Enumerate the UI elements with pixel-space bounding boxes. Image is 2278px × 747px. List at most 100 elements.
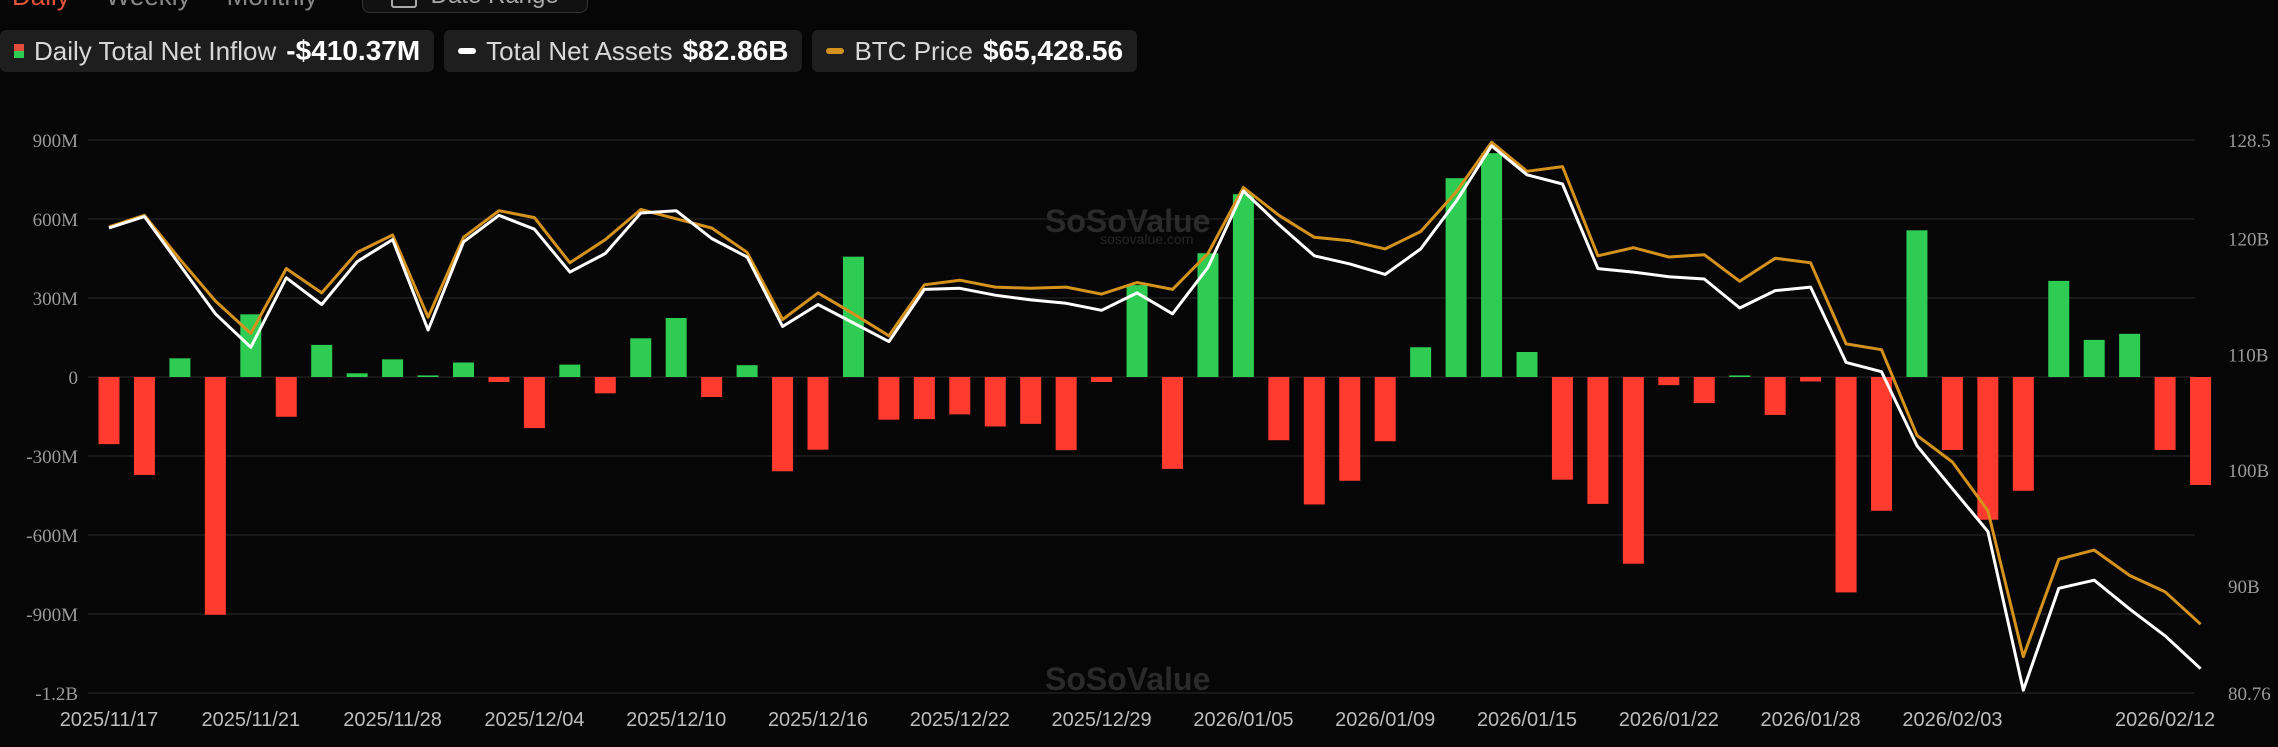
inflow-bar[interactable] — [169, 358, 191, 377]
inflow-bar[interactable] — [1941, 377, 1963, 450]
x-tick-label: 2026/01/22 — [1619, 709, 1719, 731]
inflow-bar[interactable] — [984, 377, 1006, 427]
right-tick-label: 128.5 — [2228, 131, 2271, 152]
inflow-bar[interactable] — [878, 377, 900, 420]
inflow-bar[interactable] — [772, 377, 794, 472]
inflow-bar[interactable] — [1020, 377, 1042, 424]
inflow-bar[interactable] — [453, 362, 474, 377]
inflow-bar[interactable] — [807, 377, 829, 450]
btc-price-line[interactable] — [108, 140, 2202, 659]
y-tick-label: -300M — [26, 447, 78, 468]
inflow-bar[interactable] — [523, 377, 545, 429]
inflow-bar[interactable] — [1162, 377, 1183, 469]
inflow-bar[interactable] — [594, 377, 616, 394]
inflow-bar[interactable] — [2119, 333, 2141, 377]
inflow-bar[interactable] — [949, 377, 971, 415]
inflow-bar[interactable] — [701, 377, 723, 398]
inflow-bar[interactable] — [559, 364, 581, 377]
tab-daily[interactable]: Daily — [0, 0, 82, 12]
date-range-label: Date Range — [431, 0, 559, 10]
inflow-bar[interactable] — [1871, 377, 1892, 511]
inflow-bar[interactable] — [736, 365, 758, 377]
watermark-top-url: sosovalue.com — [1100, 231, 1193, 247]
watermark-top: SoSoValue — [1045, 203, 1210, 239]
inflow-bar[interactable] — [1197, 253, 1219, 377]
total-net-assets-line[interactable] — [108, 144, 2202, 692]
btc-label: BTC Price — [854, 35, 973, 66]
x-tick-label: 2026/02/03 — [1902, 709, 2002, 731]
inflow-bar[interactable] — [133, 377, 155, 475]
inflow-bar[interactable] — [842, 256, 864, 377]
inflow-bar[interactable] — [1977, 377, 1999, 520]
y-axis-right: 128.5 120B 110B 100B 90B 80.76 — [2228, 131, 2271, 705]
inflow-bar[interactable] — [913, 377, 935, 420]
x-tick-label: 2026/01/28 — [1761, 709, 1861, 731]
y-tick-label: -600M — [26, 526, 78, 547]
inflow-bar[interactable] — [1339, 377, 1361, 481]
inflow-bar[interactable] — [382, 359, 404, 377]
x-tick-label: 2026/01/15 — [1477, 709, 1577, 731]
inflow-bar[interactable] — [275, 377, 297, 417]
inflow-bar[interactable] — [1410, 347, 1432, 377]
legend: Daily Total Net Inflow -$410.37M Total N… — [0, 30, 1138, 72]
right-tick-label: 100B — [2228, 461, 2269, 482]
inflow-bar[interactable] — [1516, 351, 1538, 377]
inflow-bar[interactable] — [2048, 280, 2070, 377]
x-tick-label: 2026/02/12 — [2115, 709, 2215, 731]
inflow-bar[interactable] — [204, 377, 226, 615]
x-tick-label: 2026/01/09 — [1335, 709, 1435, 731]
inflow-bar[interactable] — [2012, 377, 2034, 491]
inflow-bar[interactable] — [417, 375, 439, 377]
inflow-bar[interactable] — [630, 338, 652, 377]
inflow-swatch-icon — [14, 44, 24, 58]
btc-swatch-icon — [826, 48, 845, 54]
inflow-bar[interactable] — [1481, 153, 1503, 377]
inflow-bar[interactable] — [665, 318, 687, 377]
y-tick-label: 900M — [33, 131, 79, 152]
tab-weekly[interactable]: Weekly — [94, 0, 203, 12]
inflow-bar[interactable] — [1764, 377, 1786, 415]
date-range-button[interactable]: Date Range — [361, 0, 588, 13]
inflow-label: Daily Total Net Inflow — [34, 35, 277, 66]
inflow-bar[interactable] — [1729, 375, 1751, 377]
inflow-bar[interactable] — [1693, 377, 1715, 404]
inflow-bar[interactable] — [1658, 377, 1680, 386]
x-tick-label: 2025/12/16 — [768, 709, 868, 731]
x-tick-label: 2026/01/05 — [1193, 709, 1293, 731]
inflow-bar[interactable] — [1055, 377, 1077, 451]
inflow-bar[interactable] — [1587, 377, 1609, 504]
y-tick-label: 300M — [33, 289, 79, 310]
x-axis: 2025/11/17 2025/11/21 2025/11/28 2025/12/04… — [60, 709, 2215, 731]
inflow-bar[interactable] — [1091, 377, 1113, 383]
inflow-bar[interactable] — [1268, 377, 1290, 441]
inflow-bar[interactable] — [98, 377, 120, 445]
tab-monthly[interactable]: Monthly — [215, 0, 330, 12]
inflow-bar[interactable] — [346, 373, 368, 377]
inflow-bar[interactable] — [2190, 377, 2212, 485]
right-tick-label: 90B — [2228, 577, 2260, 598]
toolbar: Daily Weekly Monthly Date Range — [0, 0, 588, 14]
inflow-bar[interactable] — [1906, 230, 1928, 377]
inflow-bar[interactable] — [1835, 377, 1857, 593]
inflow-bar[interactable] — [2083, 339, 2105, 377]
inflow-bar[interactable] — [2154, 377, 2176, 450]
legend-assets[interactable]: Total Net Assets $82.86B — [444, 30, 803, 72]
right-tick-label: 80.76 — [2228, 684, 2271, 705]
inflow-bar[interactable] — [1374, 377, 1396, 442]
btc-value: $65,428.56 — [982, 35, 1124, 66]
inflow-bar[interactable] — [1232, 194, 1254, 377]
inflow-bar[interactable] — [488, 377, 510, 383]
legend-btc[interactable]: BTC Price $65,428.56 — [812, 30, 1138, 72]
assets-label: Total Net Assets — [486, 35, 673, 66]
legend-inflow[interactable]: Daily Total Net Inflow -$410.37M — [0, 30, 435, 72]
inflow-bar[interactable] — [1800, 377, 1822, 382]
inflow-bar[interactable] — [1551, 377, 1573, 480]
inflow-bar[interactable] — [1126, 285, 1148, 377]
bars — [98, 153, 2212, 615]
inflow-bar[interactable] — [1303, 377, 1325, 505]
inflow-bar[interactable] — [1445, 178, 1467, 377]
inflow-bar[interactable] — [1622, 377, 1644, 564]
lines — [108, 140, 2202, 692]
inflow-bar[interactable] — [311, 344, 333, 377]
